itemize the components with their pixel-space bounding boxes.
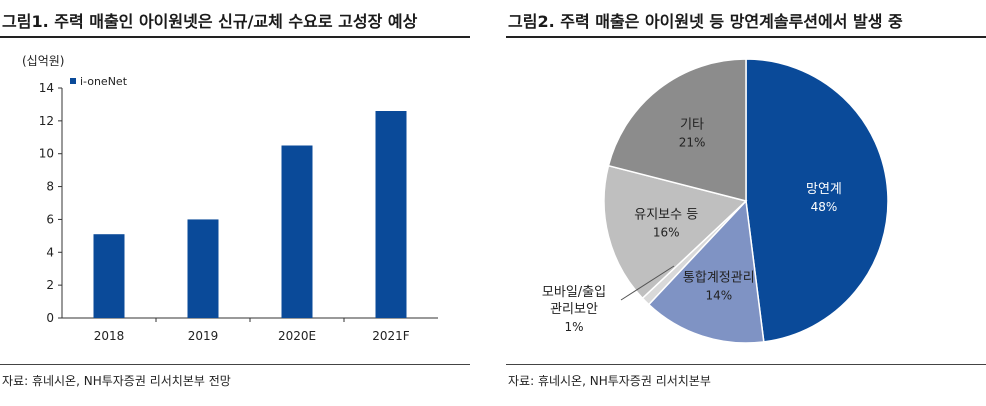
- bar-chart-source: 자료: 휴네시온, NH투자증권 리서치본부 전망: [2, 374, 231, 388]
- x-tick-label: 2019: [188, 329, 219, 343]
- bar-chart-top-rule: [0, 36, 470, 38]
- pie-label-4: 기타: [680, 117, 704, 132]
- bar-2019: [187, 219, 219, 318]
- pie-label-3: 유지보수 등: [634, 207, 698, 222]
- pie-chart-panel: 그림2. 주력 매출은 아이원넷 등 망연계솔루션에서 발생 중 망연계 48% 통…: [506, 0, 986, 406]
- y-tick-label: 2: [46, 278, 54, 292]
- y-tick-label: 0: [46, 311, 54, 325]
- pie-chart-title: 그림2. 주력 매출은 아이원넷 등 망연계솔루션에서 발생 중: [508, 12, 903, 31]
- bar-2021F: [375, 111, 407, 318]
- x-tick-label: 2018: [94, 329, 125, 343]
- x-tick-label: 2021F: [372, 329, 410, 343]
- bar-chart-panel: 그림1. 주력 매출인 아이원넷은 신규/교체 수요로 고성장 예상 (십억원)…: [0, 0, 470, 406]
- y-tick-label: 8: [46, 180, 54, 194]
- bar-2018: [93, 234, 125, 318]
- y-tick-label: 6: [46, 212, 54, 226]
- pie-pct-2: 1%: [564, 320, 583, 334]
- pie-label-2-line-0: 모바일/출입: [542, 285, 606, 300]
- pie-leader-line: [620, 265, 675, 301]
- pie-pct-3: 16%: [653, 225, 680, 239]
- pie-slice-3: [603, 164, 748, 300]
- pie-pct-0: 48%: [811, 200, 838, 214]
- y-tick-label: 12: [39, 114, 54, 128]
- x-tick-label: 2020E: [278, 329, 316, 343]
- bar-chart-title: 그림1. 주력 매출인 아이원넷은 신규/교체 수요로 고성장 예상: [2, 12, 418, 31]
- pie-label-1: 통합계정관리: [683, 271, 755, 286]
- pie-slice-0: [745, 58, 889, 343]
- pie-chart-bottom-rule: [506, 364, 986, 365]
- y-axis-unit-label: (십억원): [22, 54, 64, 68]
- pie-label-0: 망연계: [806, 182, 842, 197]
- pie-chart-source: 자료: 휴네시온, NH투자증권 리서치본부: [508, 374, 711, 388]
- bar-2020E: [281, 145, 313, 318]
- pie-label-2-line-1: 관리보안: [550, 302, 598, 317]
- y-tick-label: 10: [39, 147, 54, 161]
- bar-chart-svg: (십억원) i-oneNet 0 2 4 6 8 10 12 14 2018 2019 2020E 2…: [22, 54, 438, 343]
- pie-pct-1: 14%: [705, 289, 732, 303]
- pie-slice-4: [607, 58, 747, 202]
- legend-label-i-onenet: i-oneNet: [80, 75, 128, 88]
- pie-chart-top-rule: [506, 36, 986, 38]
- y-tick-label: 4: [46, 245, 54, 259]
- pie-pct-4: 21%: [679, 135, 706, 149]
- pie-slice-1: [647, 199, 765, 344]
- y-tick-label: 14: [39, 81, 54, 95]
- bar-chart-bottom-rule: [0, 364, 470, 365]
- legend-swatch: [70, 78, 76, 84]
